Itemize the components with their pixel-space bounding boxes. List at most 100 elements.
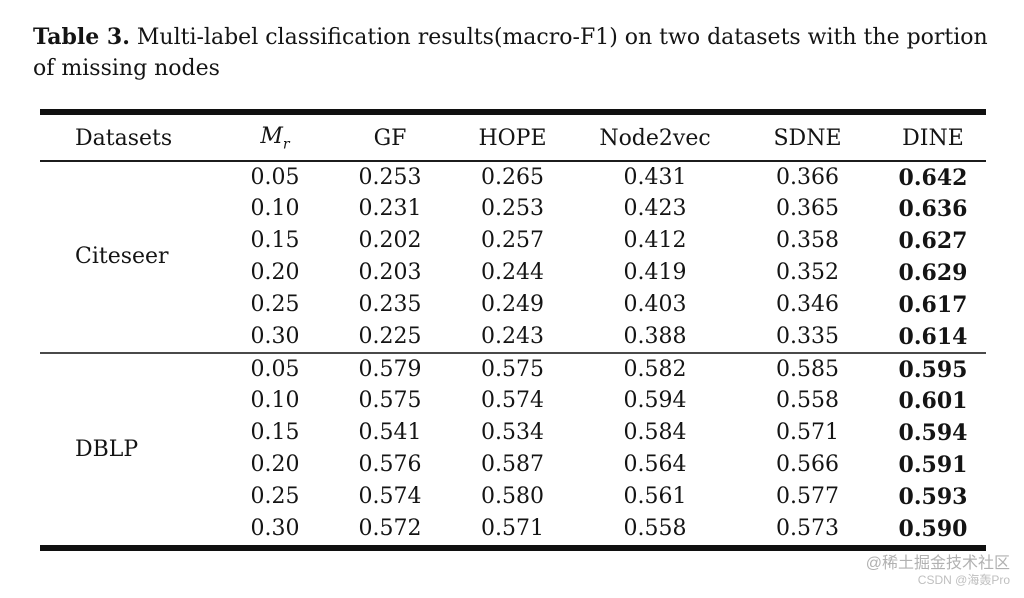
cell-gf: 0.202: [358, 228, 422, 253]
cell-dine: 0.636: [898, 196, 968, 222]
cell-gf: 0.574: [358, 484, 422, 509]
watermark-juejin: @稀土掘金技术社区: [865, 555, 1010, 572]
col-header-hope: HOPE: [450, 115, 575, 162]
cell-node2vec: 0.423: [623, 196, 687, 221]
cell-gf: 0.231: [358, 196, 422, 221]
table-row: 0.15 0.202 0.257 0.412 0.358 0.627: [40, 225, 986, 257]
col-header-gf: GF: [330, 115, 450, 162]
cell-node2vec: 0.412: [623, 228, 687, 253]
table-row: 0.30 0.225 0.243 0.388 0.335 0.614: [40, 321, 986, 353]
cell-sdne: 0.566: [776, 452, 839, 477]
cell-mr: 0.25: [250, 484, 300, 509]
col-header-sdne: SDNE: [735, 115, 880, 162]
cell-gf: 0.576: [358, 452, 422, 477]
cell-gf: 0.253: [358, 164, 422, 190]
caption-text-line1: Multi-label classification results(macro…: [136, 25, 988, 50]
cell-dine: 0.614: [898, 323, 968, 350]
cell-dine: 0.642: [898, 164, 968, 191]
cell-dine: 0.627: [898, 228, 968, 254]
cell-mr: 0.25: [250, 292, 300, 317]
cell-hope: 0.244: [481, 260, 544, 285]
cell-gf: 0.235: [358, 292, 422, 317]
cell-hope: 0.534: [481, 420, 544, 445]
mr-subscript: r: [282, 136, 290, 153]
col-header-dine: DINE: [880, 115, 986, 162]
cell-hope: 0.571: [481, 516, 544, 541]
table-bottom-rule: [40, 545, 986, 551]
cell-sdne: 0.571: [776, 420, 839, 445]
cell-node2vec: 0.582: [575, 352, 735, 385]
cell-mr: 0.05: [220, 352, 330, 385]
cell-hope: 0.580: [481, 484, 544, 509]
cell-dine: 0.617: [898, 292, 968, 318]
cell-mr: 0.10: [250, 388, 300, 413]
cell-sdne: 0.558: [776, 388, 839, 413]
table-row: 0.10 0.231 0.253 0.423 0.365 0.636: [40, 193, 986, 225]
mr-symbol: M: [260, 124, 283, 150]
results-table: Datasets Mr GF HOPE Node2vec SDNE DINE C…: [40, 109, 986, 551]
caption-table-number: Table 3.: [33, 24, 130, 50]
cell-sdne: 0.335: [776, 323, 839, 349]
col-header-node2vec: Node2vec: [575, 115, 735, 162]
table-row: 0.25 0.574 0.580 0.561 0.577 0.593: [40, 481, 986, 513]
cell-hope: 0.574: [481, 388, 544, 413]
cell-hope: 0.253: [481, 196, 544, 221]
cell-node2vec: 0.419: [623, 260, 687, 285]
cell-node2vec: 0.558: [623, 516, 687, 541]
watermark-csdn: CSDN @海轰Pro: [917, 573, 1010, 587]
cell-dine: 0.593: [898, 484, 968, 510]
table-top-rule: [40, 109, 986, 115]
cell-mr: 0.20: [250, 260, 300, 285]
cell-sdne: 0.577: [776, 484, 839, 509]
table-row: 0.25 0.235 0.249 0.403 0.346 0.617: [40, 289, 986, 321]
cell-mr: 0.10: [250, 196, 300, 221]
cell-dine: 0.601: [898, 388, 968, 414]
cell-sdne: 0.365: [776, 196, 839, 221]
cell-dine: 0.594: [898, 420, 968, 446]
cell-gf: 0.203: [358, 260, 422, 285]
table-row: 0.30 0.572 0.571 0.558 0.573 0.590: [40, 513, 986, 545]
cell-dine: 0.591: [898, 452, 968, 478]
table-row: 0.10 0.575 0.574 0.594 0.558 0.601: [40, 385, 986, 417]
cell-node2vec: 0.403: [623, 292, 687, 317]
cell-mr: 0.15: [250, 228, 300, 253]
cell-hope: 0.587: [481, 452, 544, 477]
cell-node2vec: 0.561: [623, 484, 687, 509]
cell-sdne: 0.573: [776, 516, 839, 541]
dataset-label: DBLP: [40, 352, 220, 545]
cell-node2vec: 0.431: [623, 164, 687, 190]
cell-mr: 0.30: [250, 516, 300, 541]
cell-sdne: 0.366: [776, 164, 839, 190]
cell-gf: 0.579: [330, 352, 450, 385]
caption-line-1: Table 3. Multi-label classification resu…: [33, 22, 1013, 53]
cell-node2vec: 0.388: [623, 323, 687, 349]
cell-sdne: 0.358: [776, 228, 839, 253]
cell-gf: 0.575: [358, 388, 422, 413]
cell-dine: 0.590: [898, 516, 968, 542]
cell-node2vec: 0.584: [623, 420, 687, 445]
dataset-label: Citeseer: [75, 244, 169, 269]
cell-mr: 0.20: [250, 452, 300, 477]
data-table: Datasets Mr GF HOPE Node2vec SDNE DINE C…: [40, 115, 986, 545]
cell-hope: 0.265: [481, 164, 544, 190]
col-header-mr: Mr: [220, 115, 330, 162]
table-row: DBLP 0.05 0.579 0.575 0.582 0.585 0.595: [40, 352, 986, 545]
cell-mr: 0.15: [250, 420, 300, 445]
cell-hope: 0.575: [450, 352, 575, 385]
col-header-datasets: Datasets: [40, 115, 220, 162]
cell-gf: 0.572: [358, 516, 422, 541]
cell-mr: 0.05: [250, 164, 300, 190]
cell-gf: 0.225: [358, 323, 422, 349]
cell-hope: 0.249: [481, 292, 544, 317]
table-row: 0.20 0.576 0.587 0.564 0.566 0.591: [40, 449, 986, 481]
cell-mr: 0.30: [250, 323, 300, 349]
caption-text-line2: of missing nodes: [33, 56, 220, 81]
cell-hope: 0.257: [481, 228, 544, 253]
cell-sdne: 0.585: [735, 352, 880, 385]
cell-dine: 0.595: [880, 352, 986, 385]
cell-dine: 0.629: [898, 260, 968, 286]
header-row: Datasets Mr GF HOPE Node2vec SDNE DINE: [40, 115, 986, 162]
table-row: 0.20 0.203 0.244 0.419 0.352 0.629: [40, 257, 986, 289]
cell-node2vec: 0.594: [623, 388, 687, 413]
